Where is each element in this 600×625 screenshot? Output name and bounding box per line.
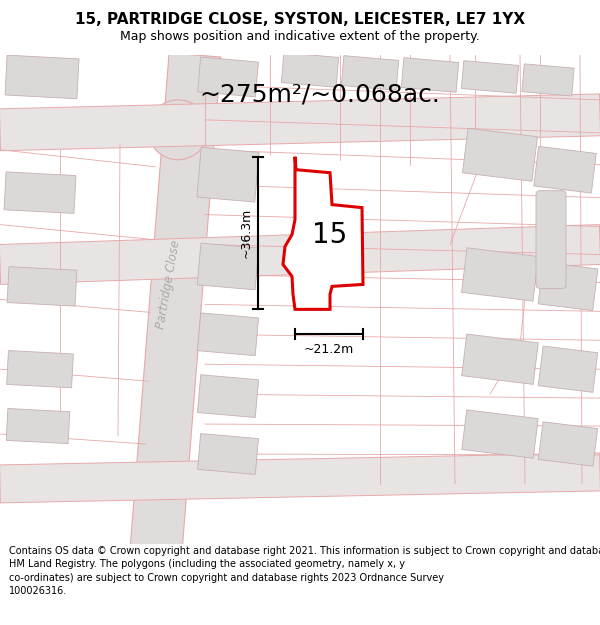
Polygon shape [0,224,600,284]
Text: Partridge Close: Partridge Close [154,239,182,330]
Polygon shape [197,313,259,356]
Polygon shape [5,55,79,99]
Polygon shape [401,58,459,92]
Polygon shape [281,52,339,88]
Polygon shape [197,375,259,418]
Text: Contains OS data © Crown copyright and database right 2021. This information is : Contains OS data © Crown copyright and d… [9,546,600,596]
Polygon shape [522,64,574,96]
Polygon shape [197,57,259,97]
Polygon shape [0,94,600,151]
Polygon shape [197,148,259,202]
Polygon shape [462,334,538,384]
Polygon shape [197,243,259,290]
Text: 15: 15 [313,221,347,249]
Text: 15, PARTRIDGE CLOSE, SYSTON, LEICESTER, LE7 1YX: 15, PARTRIDGE CLOSE, SYSTON, LEICESTER, … [75,12,525,27]
Polygon shape [283,157,363,309]
Polygon shape [0,453,600,503]
Text: ~21.2m: ~21.2m [304,343,354,356]
Text: ~275m²/~0.068ac.: ~275m²/~0.068ac. [200,83,440,107]
Polygon shape [461,248,538,301]
Polygon shape [4,172,76,213]
Polygon shape [7,267,77,306]
Text: Map shows position and indicative extent of the property.: Map shows position and indicative extent… [120,30,480,43]
Polygon shape [463,128,538,181]
Polygon shape [341,56,399,90]
Polygon shape [6,409,70,444]
FancyBboxPatch shape [536,191,566,288]
Polygon shape [534,146,596,193]
Circle shape [148,100,208,160]
Text: ~36.3m: ~36.3m [240,208,253,258]
Polygon shape [129,53,221,566]
Polygon shape [462,410,538,458]
Polygon shape [461,61,518,93]
Polygon shape [7,351,73,388]
Polygon shape [538,262,598,311]
Polygon shape [538,346,598,392]
Polygon shape [538,422,598,466]
Polygon shape [197,434,259,474]
